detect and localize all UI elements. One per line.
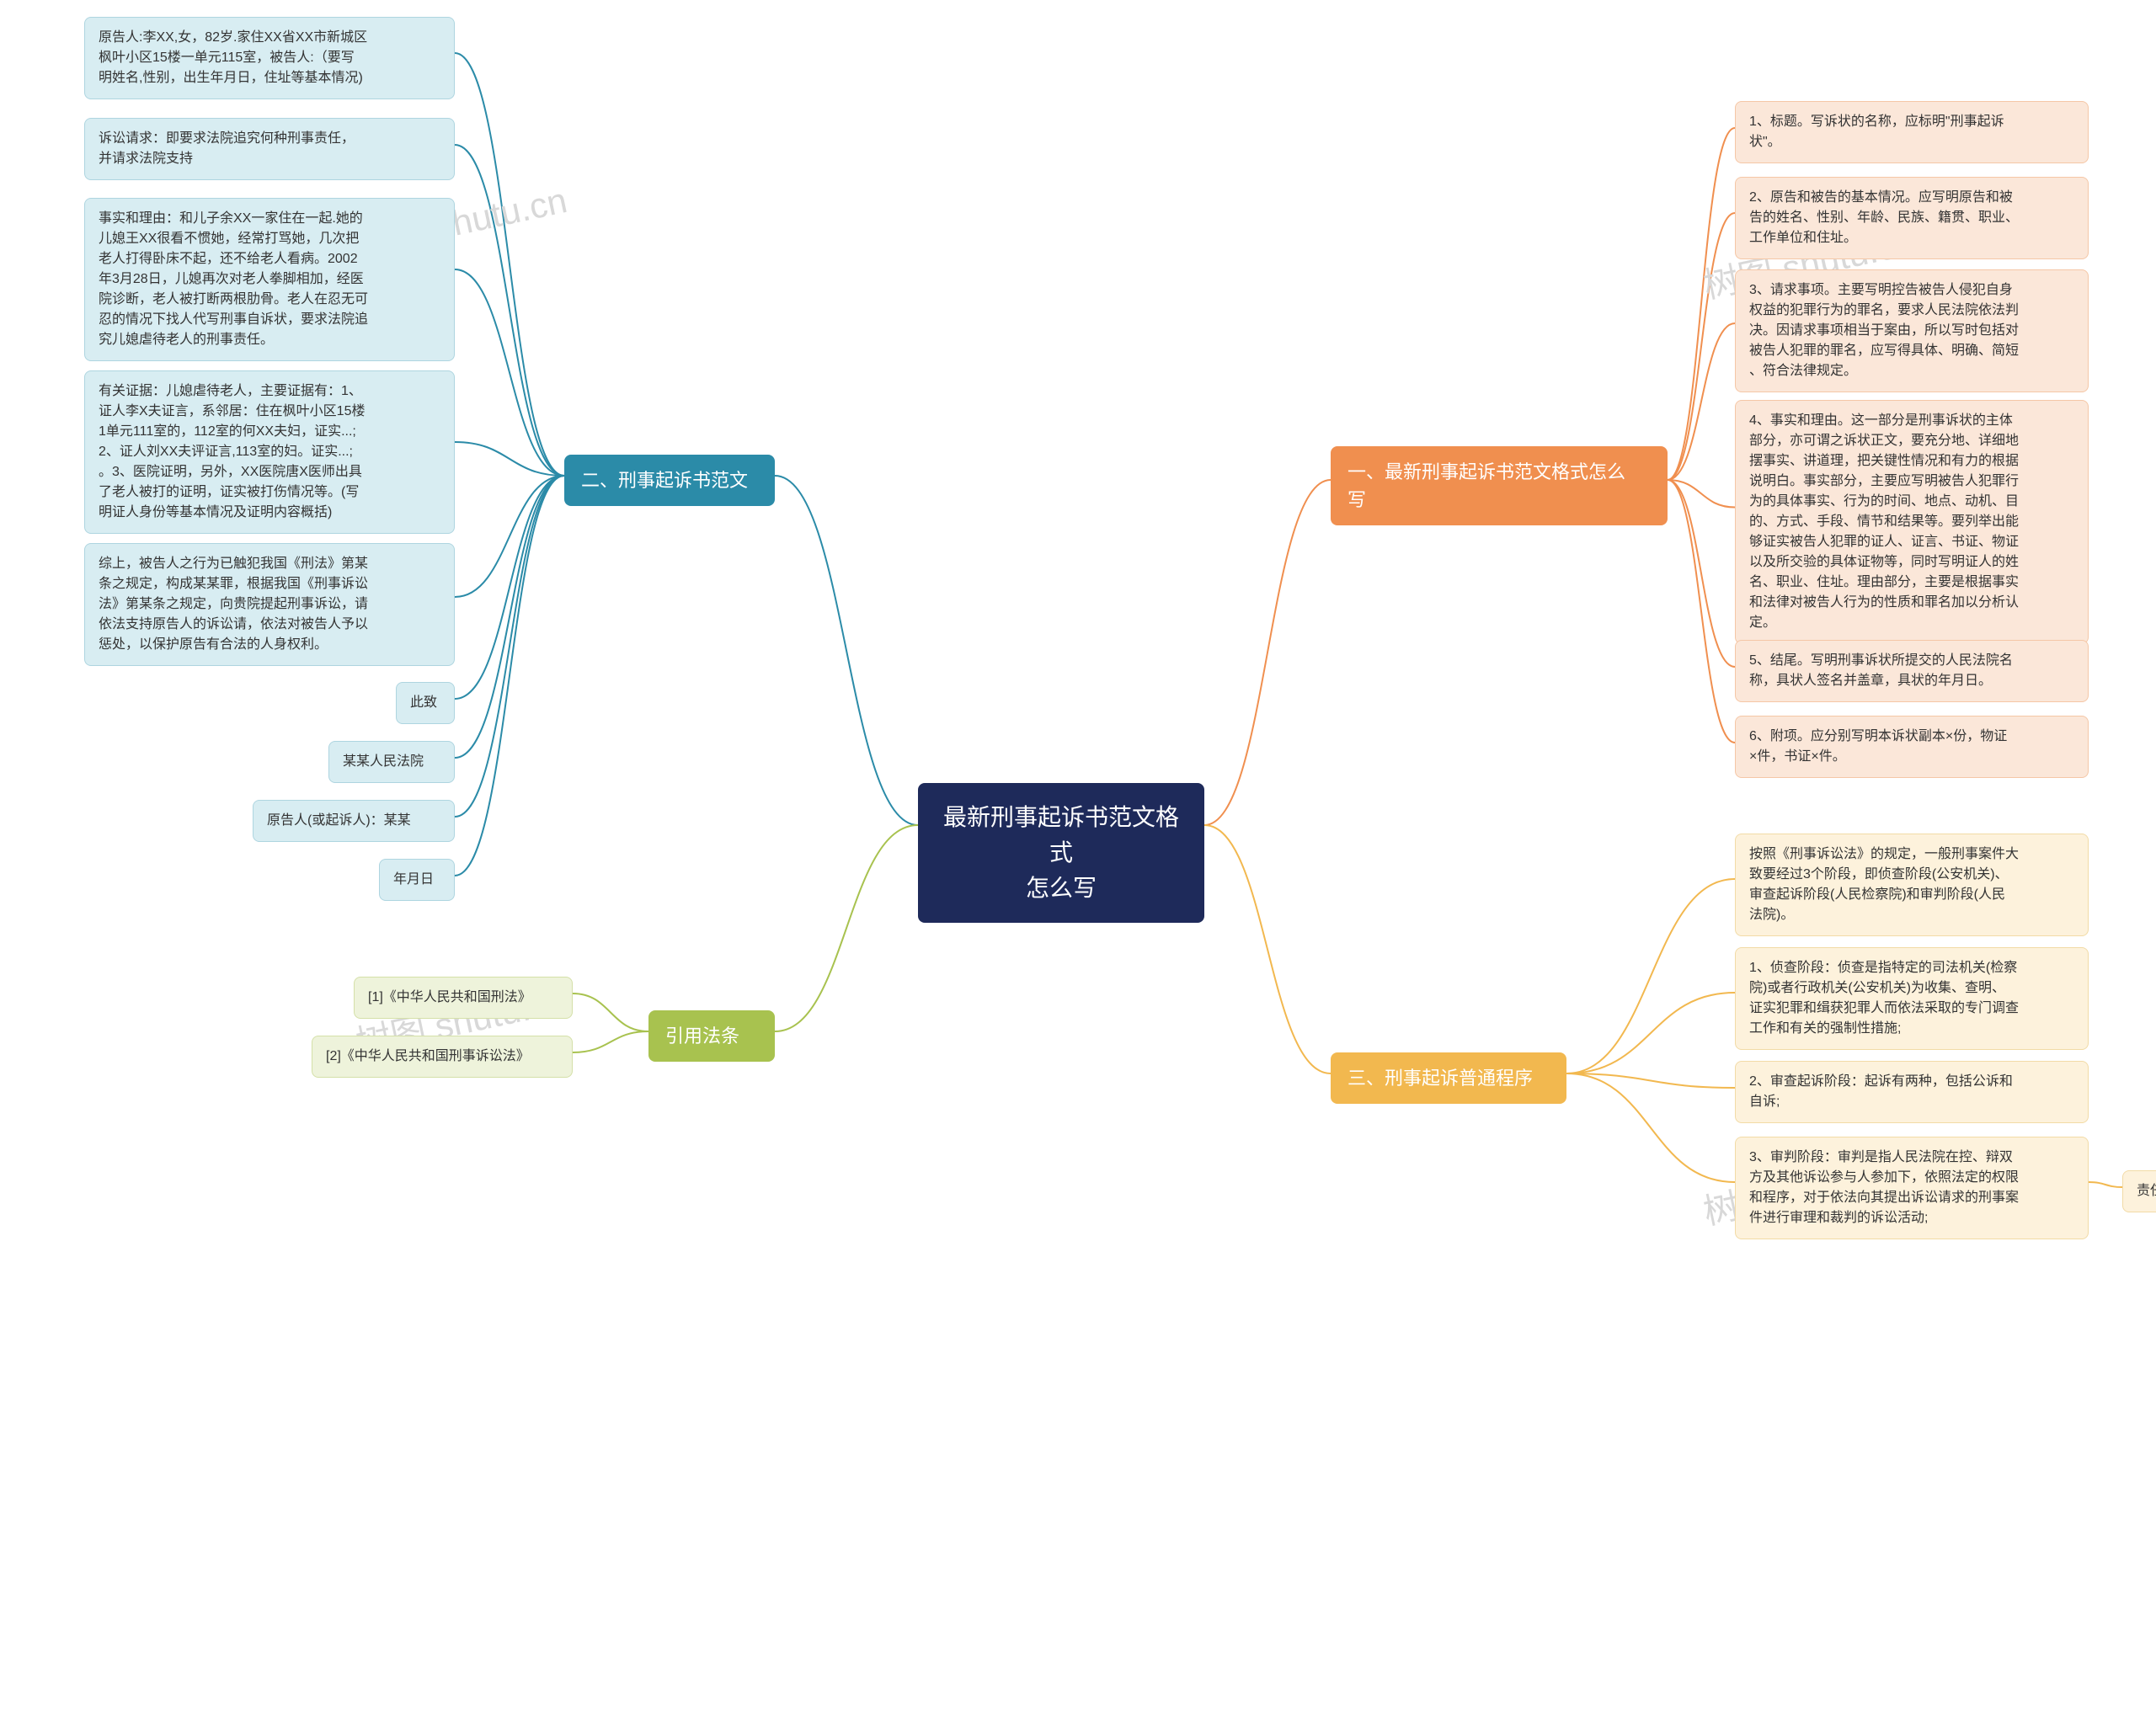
- leaf-node: 年月日: [379, 859, 455, 901]
- leaf-node: 2、审查起诉阶段：起诉有两种，包括公诉和自诉;: [1735, 1061, 2089, 1123]
- leaf-node: 按照《刑事诉讼法》的规定，一般刑事案件大致要经过3个阶段，即侦查阶段(公安机关)…: [1735, 834, 2089, 936]
- central-node: 最新刑事起诉书范文格式怎么写: [918, 783, 1204, 923]
- leaf-node: 1、标题。写诉状的名称，应标明"刑事起诉状"。: [1735, 101, 2089, 163]
- branch-node: 一、最新刑事起诉书范文格式怎么写: [1331, 446, 1668, 525]
- leaf-child-node: 责任编辑：秋小葵: [2122, 1170, 2156, 1212]
- leaf-node: 2、原告和被告的基本情况。应写明原告和被告的姓名、性别、年龄、民族、籍贯、职业、…: [1735, 177, 2089, 259]
- leaf-node: 诉讼请求：即要求法院追究何种刑事责任，并请求法院支持: [84, 118, 455, 180]
- leaf-node: 3、请求事项。主要写明控告被告人侵犯自身权益的犯罪行为的罪名，要求人民法院依法判…: [1735, 269, 2089, 392]
- leaf-node: 原告人:李XX,女，82岁.家住XX省XX市新城区枫叶小区15楼一单元115室，…: [84, 17, 455, 99]
- leaf-node: 5、结尾。写明刑事诉状所提交的人民法院名称，具状人签名并盖章，具状的年月日。: [1735, 640, 2089, 702]
- leaf-node: 6、附项。应分别写明本诉状副本×份，物证×件，书证×件。: [1735, 716, 2089, 778]
- branch-node: 三、刑事起诉普通程序: [1331, 1052, 1566, 1104]
- branch-node: 二、刑事起诉书范文: [564, 455, 775, 506]
- leaf-node: [1]《中华人民共和国刑法》: [354, 977, 573, 1019]
- leaf-node: 事实和理由：和儿子余XX一家住在一起.她的儿媳王XX很看不惯她，经常打骂她，几次…: [84, 198, 455, 361]
- leaf-node: [2]《中华人民共和国刑事诉讼法》: [312, 1036, 573, 1078]
- leaf-node: 有关证据：儿媳虐待老人，主要证据有：1、证人李X夫证言，系邻居：住在枫叶小区15…: [84, 370, 455, 534]
- leaf-node: 原告人(或起诉人)：某某: [253, 800, 455, 842]
- leaf-node: 1、侦查阶段：侦查是指特定的司法机关(检察院)或者行政机关(公安机关)为收集、查…: [1735, 947, 2089, 1050]
- leaf-node: 综上，被告人之行为已触犯我国《刑法》第某条之规定，构成某某罪，根据我国《刑事诉讼…: [84, 543, 455, 666]
- leaf-node: 此致: [396, 682, 455, 724]
- leaf-node: 4、事实和理由。这一部分是刑事诉状的主体部分，亦可谓之诉状正文，要充分地、详细地…: [1735, 400, 2089, 644]
- leaf-node: 某某人民法院: [328, 741, 455, 783]
- leaf-node: 3、审判阶段：审判是指人民法院在控、辩双方及其他诉讼参与人参加下，依照法定的权限…: [1735, 1137, 2089, 1239]
- branch-node: 引用法条: [648, 1010, 775, 1062]
